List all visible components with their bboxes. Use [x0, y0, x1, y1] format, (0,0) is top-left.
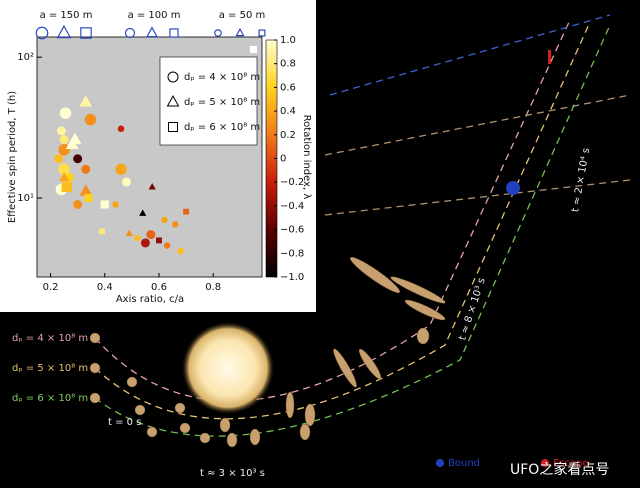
point	[139, 209, 147, 216]
point	[172, 221, 179, 228]
colorbar-tick-label: −0.4	[280, 201, 304, 212]
size-legend-marker	[169, 28, 179, 38]
point	[54, 154, 64, 164]
point	[58, 144, 70, 156]
point	[115, 163, 127, 176]
point	[61, 181, 72, 193]
colorbar-tick-label: 0	[280, 154, 286, 165]
legend-marker	[541, 459, 549, 467]
x-tick-label: 0.6	[151, 282, 167, 293]
legend-label: dₚ = 6 × 10⁸ m	[184, 122, 260, 133]
colorbar-tick-label: −1.0	[280, 272, 304, 283]
point	[177, 247, 184, 255]
sun	[182, 322, 274, 414]
legend-label: dₚ = 4 × 10⁸ m	[184, 72, 260, 83]
point	[146, 230, 156, 240]
point	[58, 163, 70, 176]
point	[79, 184, 93, 196]
path-label: dₚ = 6 × 10⁸ m	[12, 393, 88, 404]
path-label: dₚ = 5 × 10⁸ m	[12, 363, 88, 374]
point	[140, 238, 150, 248]
path-label: dₚ = 4 × 10⁸ m	[12, 333, 88, 344]
size-legend-label: a = 100 m	[128, 10, 181, 21]
point	[65, 137, 79, 150]
point	[112, 201, 119, 208]
size-legend-label: a = 50 m	[219, 10, 266, 21]
colorbar-tick-label: 0.2	[280, 130, 296, 141]
colorbar-label: Rotation index, λ	[301, 115, 312, 200]
legend-label: dₚ = 5 × 10⁸ m	[184, 97, 260, 108]
colorbar-tick-label: 0.6	[280, 82, 296, 93]
corner-mark	[250, 46, 257, 53]
size-legend-marker	[35, 26, 49, 40]
x-tick-label: 0.8	[205, 282, 221, 293]
colorbar-tick-label: 1.0	[280, 35, 296, 46]
size-legend-marker	[124, 27, 136, 39]
size-legend-marker	[214, 29, 222, 37]
size-legend-marker	[56, 24, 72, 39]
size-legend-marker	[258, 29, 266, 37]
point	[84, 193, 93, 203]
colorbar-tick-label: −0.8	[280, 248, 304, 259]
point	[183, 208, 190, 215]
marker	[166, 94, 180, 107]
point	[163, 242, 171, 249]
asteroids	[89, 257, 446, 448]
y-axis-label: Effective spin period, T (h)	[7, 91, 18, 223]
time-label: t ≈ 3 × 10³ s	[200, 468, 265, 479]
x-tick-label: 0.4	[97, 282, 113, 293]
colorbar-tick-label: −0.6	[280, 225, 304, 236]
point	[59, 107, 72, 119]
point	[84, 113, 97, 126]
point	[73, 199, 83, 209]
size-legend-marker	[80, 27, 92, 39]
y-tick-label: 10²	[17, 52, 34, 63]
point	[121, 177, 131, 187]
escape-asteroid	[548, 50, 551, 64]
point	[161, 216, 168, 224]
point	[134, 234, 141, 242]
point	[99, 228, 105, 235]
point	[73, 154, 83, 164]
legend-label: Bound	[448, 458, 480, 469]
inset-chart: Axis ratio, c/a Effective spin period, T…	[0, 0, 316, 312]
point	[59, 135, 69, 145]
x-tick-label: 0.2	[43, 282, 59, 293]
path-far	[324, 94, 631, 156]
point	[81, 164, 91, 174]
point	[56, 126, 66, 136]
size-legend-marker	[146, 26, 158, 38]
point	[117, 125, 125, 133]
marker	[167, 71, 179, 83]
point	[125, 229, 133, 237]
point	[59, 172, 70, 182]
y-tick-label: 10¹	[17, 193, 34, 204]
point	[156, 237, 162, 244]
path-far	[324, 179, 631, 216]
marker	[168, 122, 178, 132]
point	[100, 200, 109, 209]
point	[148, 182, 156, 190]
path-far	[329, 14, 611, 96]
x-axis-label: Axis ratio, c/a	[116, 294, 184, 305]
time-label: t = 0 s	[108, 417, 141, 428]
point	[79, 95, 93, 107]
size-legend-label: a = 150 m	[40, 10, 93, 21]
colorbar-tick-label: −0.2	[280, 177, 304, 188]
colorbar-tick-label: 0.4	[280, 106, 296, 117]
legend-marker	[436, 459, 444, 467]
path-5	[94, 21, 591, 420]
watermark: UFO之家看点号	[510, 461, 609, 478]
bound-asteroid	[506, 181, 520, 195]
size-legend-marker	[235, 27, 245, 37]
colorbar-tick-label: 0.8	[280, 59, 296, 70]
legend-label: Escape	[553, 458, 589, 469]
